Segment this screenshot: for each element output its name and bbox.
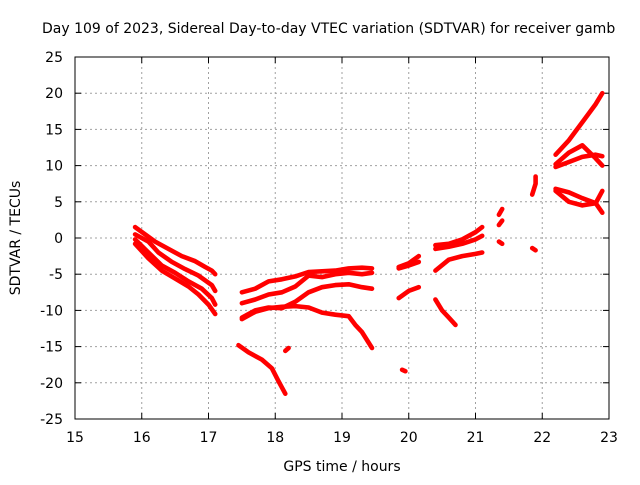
series-track-10 xyxy=(283,345,291,354)
y-tick-label: 25 xyxy=(45,50,63,66)
plot-frame xyxy=(74,56,610,420)
series-track-04 xyxy=(132,241,218,317)
x-tick-label: 19 xyxy=(333,430,351,446)
y-axis-label: SDTVAR / TECUs xyxy=(8,181,24,296)
series-track-25 xyxy=(553,152,605,170)
series-track-02 xyxy=(132,232,218,294)
y-tick-label: -5 xyxy=(49,267,63,283)
y-tick-label: -10 xyxy=(40,303,63,319)
x-tick-label: 15 xyxy=(66,430,84,446)
x-tick-label: 22 xyxy=(533,430,551,446)
data-series xyxy=(132,90,605,396)
series-track-22 xyxy=(529,245,538,253)
y-tick-label: 10 xyxy=(45,159,63,175)
x-tick-label: 18 xyxy=(266,430,284,446)
series-track-01 xyxy=(132,224,218,277)
series-track-17 xyxy=(433,233,485,252)
axis-ticks: 15 16 17 18 19 20 21 22 23 -25 -20 -15 -10 -5 0 5 10 15 20… xyxy=(40,50,618,446)
y-tick-label: 0 xyxy=(54,231,63,247)
series-track-13 xyxy=(396,259,422,271)
series-track-11 xyxy=(399,367,408,374)
series-track-27 xyxy=(553,188,605,208)
x-tick-label: 20 xyxy=(400,430,418,446)
x-tick-label: 16 xyxy=(133,430,151,446)
y-tick-label: 20 xyxy=(45,86,63,102)
series-track-09 xyxy=(236,342,288,396)
series-track-26 xyxy=(553,143,605,168)
y-tick-label: -20 xyxy=(40,376,63,392)
x-tick-label: 17 xyxy=(200,430,218,446)
series-track-19 xyxy=(496,206,505,218)
series-track-28 xyxy=(553,186,605,215)
series-track-23 xyxy=(529,174,538,197)
series-track-16 xyxy=(433,224,485,248)
series-track-05 xyxy=(239,265,375,295)
x-tick-label: 23 xyxy=(600,430,618,446)
chart-title: Day 109 of 2023, Sidereal Day-to-day VTE… xyxy=(42,21,615,37)
series-track-20 xyxy=(496,218,505,228)
y-tick-label: 15 xyxy=(45,122,63,138)
y-tick-label: -25 xyxy=(40,412,63,428)
y-tick-label: -15 xyxy=(40,340,63,356)
series-track-06 xyxy=(239,270,375,306)
series-track-14 xyxy=(396,284,422,301)
series-track-08 xyxy=(239,303,375,351)
series-track-07 xyxy=(239,282,375,320)
series-track-18 xyxy=(433,250,485,273)
grid xyxy=(75,57,609,419)
x-axis-label: GPS time / hours xyxy=(283,459,400,475)
y-tick-label: 5 xyxy=(54,195,63,211)
x-tick-label: 21 xyxy=(467,430,485,446)
series-track-21 xyxy=(496,239,505,247)
series-track-03 xyxy=(132,237,218,307)
series-track-24 xyxy=(553,90,605,157)
series-track-15 xyxy=(433,297,458,328)
